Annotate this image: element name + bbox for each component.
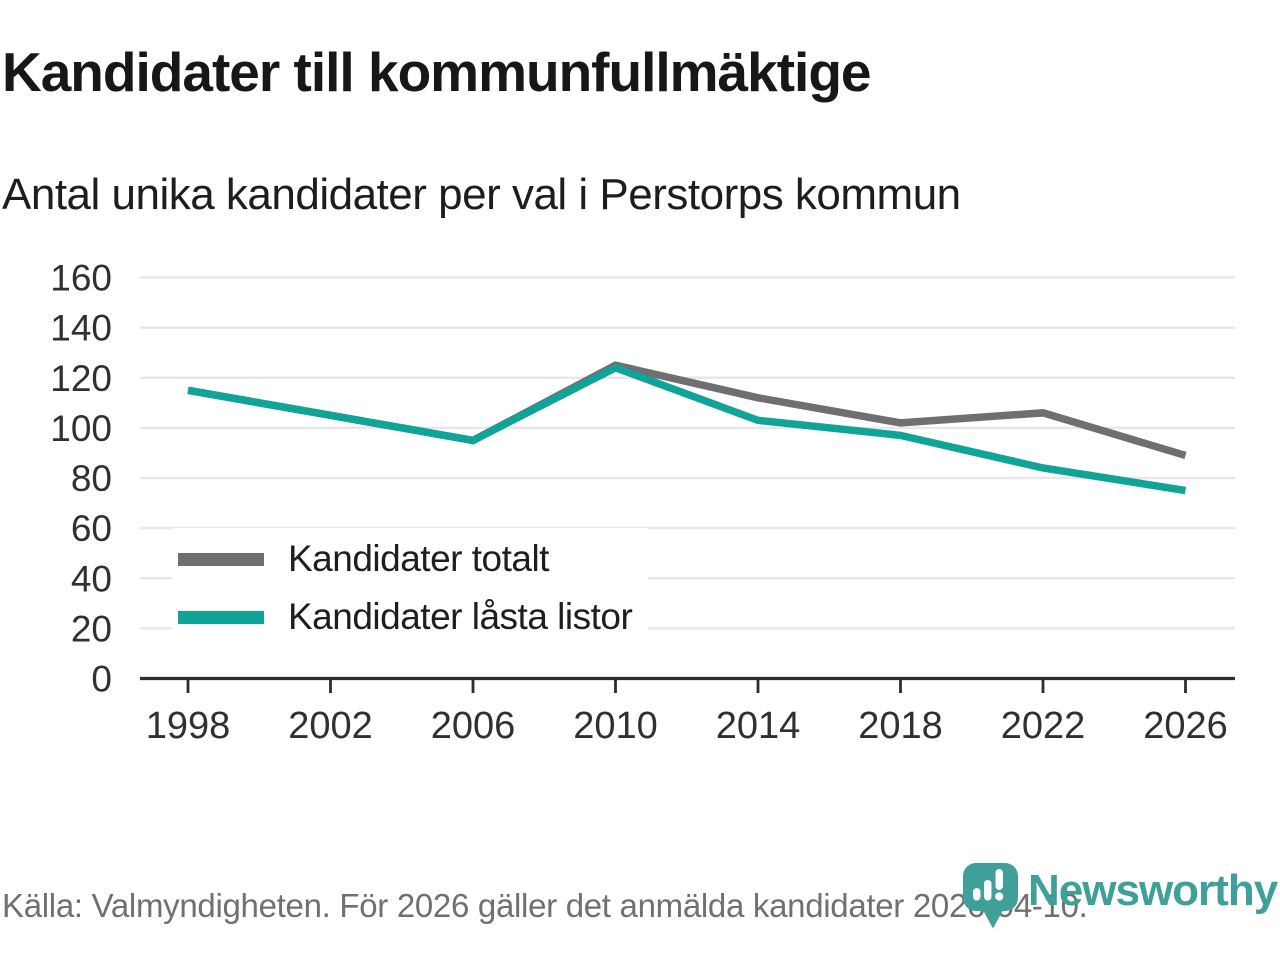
newsworthy-logo: Newsworthy bbox=[960, 858, 1280, 938]
newsworthy-pin-barchart-icon bbox=[963, 863, 1018, 929]
legend-label-totalt: Kandidater totalt bbox=[288, 538, 549, 579]
series-line-kandidater-l-sta-listor bbox=[187, 363, 1187, 495]
y-axis-tick-label: 20 bbox=[71, 608, 112, 649]
page-title: Kandidater till kommunfullmäktige bbox=[2, 41, 872, 103]
chart-legend: Kandidater totalt Kandidater låsta listo… bbox=[172, 528, 649, 652]
legend-label-lasta-listor: Kandidater låsta listor bbox=[288, 596, 633, 637]
x-axis-tick-label: 2026 bbox=[1143, 705, 1228, 747]
legend-swatch-lasta-listor bbox=[178, 610, 264, 624]
line-chart: 0 20 40 60 80 100 120 140 160 1998 2002 2006 2010 201… bbox=[50, 258, 1235, 747]
y-axis-tick-label: 80 bbox=[71, 458, 112, 499]
legend-swatch-totalt bbox=[178, 552, 264, 566]
source-note: Källa: Valmyndigheten. För 2026 gäller d… bbox=[2, 887, 1088, 924]
y-axis-tick-label: 100 bbox=[50, 408, 112, 449]
x-axis-tick-label: 2022 bbox=[1001, 705, 1086, 747]
y-axis-tick-label: 0 bbox=[91, 659, 112, 700]
y-axis-tick-label: 60 bbox=[71, 508, 112, 549]
x-axis-tick-label: 2006 bbox=[431, 705, 516, 747]
y-axis-tick-label: 160 bbox=[50, 258, 112, 299]
newsworthy-wordmark: Newsworthy bbox=[1028, 866, 1278, 915]
y-axis-tick-label: 120 bbox=[50, 358, 112, 399]
chart-subtitle: Antal unika kandidater per val i Perstor… bbox=[2, 170, 961, 219]
y-axis-tick-label: 140 bbox=[50, 308, 112, 349]
y-axis-tick-label: 40 bbox=[71, 558, 112, 599]
x-axis-tick-label: 2010 bbox=[573, 705, 658, 747]
x-axis-tick-label: 2018 bbox=[858, 705, 943, 747]
legend-item-totalt: Kandidater totalt bbox=[178, 534, 632, 584]
x-axis-tick-label: 2002 bbox=[288, 705, 373, 747]
x-axis-tick-label: 1998 bbox=[146, 705, 231, 747]
x-axis-tick-label: 2014 bbox=[716, 705, 801, 747]
legend-item-lasta-listor: Kandidater låsta listor bbox=[178, 592, 633, 642]
